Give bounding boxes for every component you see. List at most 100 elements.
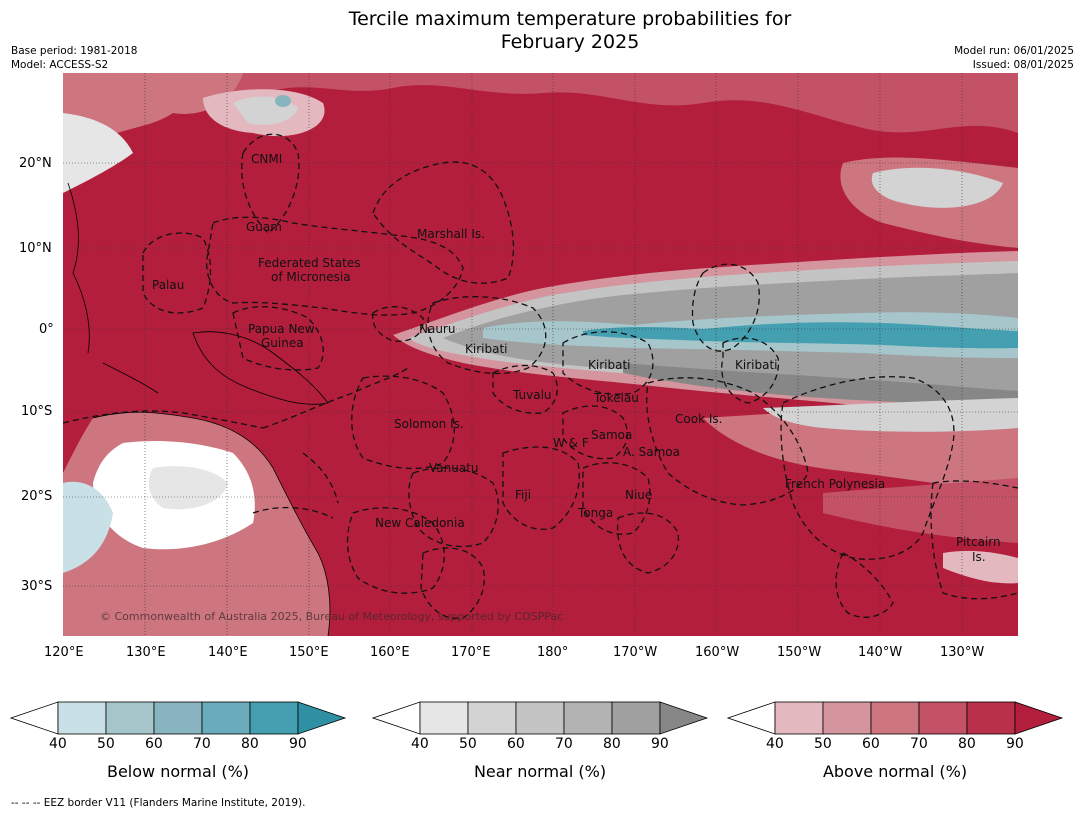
- colorbar-segment: [822, 701, 872, 735]
- tick: 60: [507, 736, 525, 752]
- map-svg: CNMI Guam Marshall Is. Federated States …: [63, 73, 1018, 636]
- label-tuvalu: Tuvalu: [512, 388, 552, 402]
- label-vanuatu: Vanuatu: [429, 461, 479, 475]
- png-coast: [192, 331, 329, 405]
- label-pitcairn-1: Pitcairn: [956, 535, 1001, 549]
- south-pink-band: [823, 478, 1018, 543]
- colorbar-near-svg: [372, 701, 709, 735]
- colorbar-segment: [918, 701, 968, 735]
- base-period: Base period: 1981-2018: [11, 45, 138, 57]
- colorbar-extend-low: [10, 701, 59, 735]
- label-guam: Guam: [246, 220, 282, 234]
- label-niue: Niue: [625, 488, 652, 502]
- lon-label: 180°: [537, 645, 569, 660]
- label-png-1: Papua New: [248, 322, 315, 336]
- tick: 40: [49, 736, 67, 752]
- tick: 60: [862, 736, 880, 752]
- label-new-caledonia: New Caledonia: [375, 516, 465, 530]
- colorbar-extend-low: [727, 701, 776, 735]
- region-labels: CNMI Guam Marshall Is. Federated States …: [152, 152, 1001, 564]
- colorbar-segment: [153, 701, 203, 735]
- label-png-2: Guinea: [261, 336, 304, 350]
- title-line-2: February 2025: [500, 31, 640, 53]
- colorbar-segment: [105, 701, 155, 735]
- lon-label: 130°W: [940, 645, 985, 660]
- map-title: Tercile maximum temperature probabilitie…: [0, 8, 1085, 54]
- tick: 50: [459, 736, 477, 752]
- lon-label: 150°W: [777, 645, 822, 660]
- colorbar-above-title: Above normal (%): [822, 762, 968, 781]
- grid-lines: [63, 73, 1018, 636]
- lon-label: 140°E: [208, 645, 248, 660]
- se-grey-band: [763, 398, 1018, 432]
- label-cnmi: CNMI: [251, 152, 282, 166]
- label-french-polynesia: French Polynesia: [785, 477, 885, 491]
- meta-right: Model run: 06/01/2025 Issued: 08/01/2025: [954, 44, 1074, 72]
- north-blue-blob: [275, 95, 291, 107]
- copyright: © Commonwealth of Australia 2025, Bureau…: [100, 610, 564, 623]
- nw-grey-patch: [63, 113, 133, 193]
- lat-label: 0°: [39, 322, 54, 337]
- tick: 80: [241, 736, 259, 752]
- label-nauru: Nauru: [419, 322, 455, 336]
- colorbar-segment: [249, 701, 299, 735]
- tick: 70: [910, 736, 928, 752]
- label-kiribati-central: Kiribati: [588, 358, 630, 372]
- lon-label: 140°W: [858, 645, 903, 660]
- map-panel: CNMI Guam Marshall Is. Federated States …: [63, 73, 1018, 636]
- label-kiribati-east: Kiribati: [735, 358, 777, 372]
- colorbar-above-svg: [727, 701, 1064, 735]
- colorbar-below-svg: [10, 701, 347, 735]
- lon-label: 160°E: [370, 645, 410, 660]
- label-wf: W & F: [553, 436, 589, 450]
- label-kiribati-west: Kiribati: [465, 342, 507, 356]
- colorbar-segment: [419, 701, 469, 735]
- label-tonga: Tonga: [577, 506, 613, 520]
- title-line-1: Tercile maximum temperature probabilitie…: [348, 8, 792, 30]
- tick: 70: [555, 736, 573, 752]
- label-samoa: Samoa: [591, 428, 632, 442]
- label-fiji: Fiji: [515, 488, 531, 502]
- label-solomon: Solomon Is.: [394, 417, 464, 431]
- lat-label: 10°N: [19, 241, 52, 256]
- colorbar-segment: [201, 701, 251, 735]
- colorbar-segment: [774, 701, 824, 735]
- eez-borders: [63, 133, 1018, 620]
- australia-blue: [63, 481, 113, 573]
- colorbar-segment: [870, 701, 920, 735]
- model-run: Model run: 06/01/2025: [954, 45, 1074, 57]
- ne-grey-patch: [871, 167, 1003, 208]
- lon-label: 170°W: [613, 645, 658, 660]
- label-palau: Palau: [152, 278, 184, 292]
- nw-pink-patch: [63, 73, 243, 163]
- tick: 40: [766, 736, 784, 752]
- tick: 40: [411, 736, 429, 752]
- tick: 80: [603, 736, 621, 752]
- colorbar-near-title: Near normal (%): [473, 762, 607, 781]
- tick: 90: [1006, 736, 1024, 752]
- lon-label: 170°E: [451, 645, 491, 660]
- label-cook: Cook Is.: [675, 412, 722, 426]
- lat-label: 10°S: [21, 404, 53, 419]
- colorbar-extend-high: [1014, 701, 1064, 735]
- tick: 50: [814, 736, 832, 752]
- lat-label: 30°S: [21, 579, 53, 594]
- label-tokelau: Tokelau: [593, 391, 639, 405]
- colorbar-extend-high: [297, 701, 347, 735]
- tick: 90: [651, 736, 669, 752]
- meta-left: Base period: 1981-2018 Model: ACCESS-S2: [11, 44, 137, 72]
- tick: 50: [97, 736, 115, 752]
- lon-label: 160°W: [695, 645, 740, 660]
- tick: 60: [145, 736, 163, 752]
- label-fsm-1: Federated States: [258, 256, 360, 270]
- tick: 80: [958, 736, 976, 752]
- colorbar-segment: [515, 701, 565, 735]
- colorbar-segment: [563, 701, 613, 735]
- label-asamoa: A. Samoa: [623, 445, 680, 459]
- label-marshall: Marshall Is.: [417, 227, 485, 241]
- colorbar-below-title: Below normal (%): [106, 762, 250, 781]
- lat-label: 20°S: [21, 489, 53, 504]
- tick: 90: [289, 736, 307, 752]
- colorbar-segment: [966, 701, 1016, 735]
- colorbar-extend-high: [659, 701, 709, 735]
